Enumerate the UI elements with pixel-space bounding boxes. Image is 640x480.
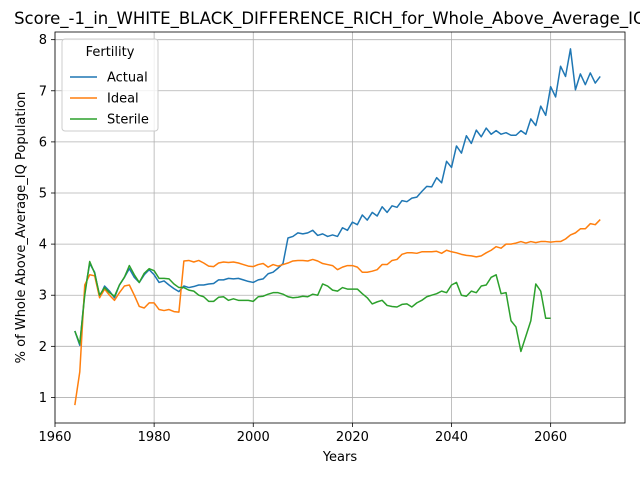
x-tick-label: 2040 — [435, 430, 468, 445]
legend-label-actual: Actual — [107, 71, 148, 86]
y-tick-label: 2 — [39, 340, 47, 355]
y-axis: 1 2 3 4 5 6 7 8 — [39, 33, 55, 406]
chart-title: Score_-1_in_WHITE_BLACK_DIFFERENCE_RICH_… — [14, 9, 640, 29]
legend-label-sterile: Sterile — [107, 113, 149, 128]
x-tick-label: 2000 — [237, 430, 270, 445]
legend-box — [61, 38, 159, 132]
x-axis-label: Years — [322, 450, 358, 465]
x-tick-label: 2060 — [534, 430, 567, 445]
y-tick-label: 5 — [39, 187, 47, 202]
y-tick-label: 1 — [39, 391, 47, 406]
legend-label-ideal: Ideal — [107, 92, 139, 107]
y-tick-label: 6 — [39, 135, 47, 150]
plot-frame — [54, 31, 626, 424]
x-tick-label: 1980 — [138, 430, 171, 445]
legend-items: Actual Ideal Sterile — [70, 71, 149, 128]
y-tick-label: 8 — [39, 33, 47, 48]
series-lines — [74, 48, 601, 406]
y-axis-label: % of Whole Above_Average_IQ Population — [14, 92, 29, 364]
series-line-ideal — [74, 219, 601, 406]
y-tick-label: 3 — [39, 289, 47, 304]
legend-title: Fertility — [86, 45, 135, 60]
y-tick-label: 4 — [39, 238, 47, 253]
y-tick-label: 7 — [39, 84, 47, 99]
legend: Fertility Actual Ideal Sterile — [61, 38, 159, 132]
x-tick-label: 1960 — [38, 430, 71, 445]
series-line-sterile — [74, 260, 551, 353]
x-axis: 1960 1980 2000 2020 2040 2060 — [38, 423, 567, 445]
series-line-actual — [74, 48, 601, 347]
x-tick-label: 2020 — [336, 430, 369, 445]
